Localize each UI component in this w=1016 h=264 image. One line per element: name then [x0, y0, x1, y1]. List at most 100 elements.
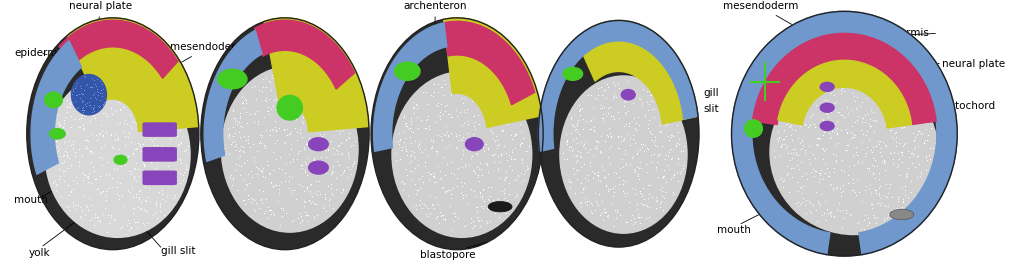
Point — [468, 204, 485, 209]
Point — [850, 190, 867, 195]
Point — [136, 223, 152, 227]
Point — [570, 118, 586, 122]
Point — [235, 144, 251, 149]
Point — [648, 167, 664, 171]
Point — [593, 211, 610, 215]
Point — [246, 120, 262, 124]
Point — [82, 105, 99, 109]
Point — [650, 153, 666, 157]
Point — [611, 115, 627, 120]
Point — [449, 184, 465, 188]
Point — [433, 133, 449, 138]
Point — [73, 98, 89, 102]
Point — [773, 145, 789, 149]
Point — [890, 208, 906, 212]
Point — [670, 157, 686, 162]
Point — [450, 166, 466, 171]
Point — [125, 206, 141, 210]
Point — [178, 167, 194, 171]
Point — [818, 124, 834, 128]
Point — [797, 148, 813, 152]
Point — [464, 136, 481, 140]
Point — [398, 121, 415, 125]
Point — [615, 157, 631, 161]
Point — [474, 144, 491, 149]
Point — [128, 121, 144, 125]
Point — [609, 95, 625, 99]
Point — [260, 171, 276, 175]
Point — [276, 72, 293, 76]
Point — [470, 178, 487, 183]
Point — [308, 101, 324, 105]
Point — [79, 175, 96, 179]
Point — [154, 94, 171, 98]
Point — [63, 163, 79, 167]
Point — [840, 143, 856, 147]
Point — [131, 174, 147, 178]
Point — [220, 132, 237, 136]
Point — [126, 147, 142, 151]
Point — [423, 211, 439, 215]
Point — [466, 140, 483, 144]
Point — [474, 101, 491, 105]
Point — [868, 144, 884, 148]
Point — [314, 134, 330, 138]
Point — [811, 171, 827, 176]
Point — [631, 177, 647, 181]
Point — [572, 113, 588, 117]
Point — [287, 101, 303, 106]
Point — [397, 121, 414, 126]
Point — [415, 180, 431, 184]
Point — [226, 176, 242, 180]
Point — [246, 120, 262, 124]
Point — [299, 185, 315, 189]
Point — [110, 122, 126, 126]
Point — [458, 223, 474, 227]
Point — [564, 123, 580, 127]
Point — [163, 137, 179, 141]
Point — [50, 149, 66, 153]
Point — [115, 84, 131, 89]
Point — [420, 170, 436, 174]
Point — [443, 131, 459, 135]
Point — [148, 160, 165, 164]
Point — [310, 189, 326, 193]
Point — [99, 114, 115, 118]
Point — [123, 226, 139, 230]
Point — [566, 125, 582, 129]
Ellipse shape — [394, 62, 421, 81]
Point — [315, 99, 331, 103]
Point — [271, 88, 288, 92]
Point — [810, 135, 826, 140]
Point — [430, 90, 446, 94]
Point — [240, 172, 256, 176]
Point — [289, 130, 305, 134]
Point — [278, 161, 295, 166]
Point — [635, 142, 651, 147]
Point — [89, 215, 106, 219]
Point — [653, 129, 670, 133]
Point — [49, 182, 65, 186]
Point — [853, 120, 870, 124]
Point — [802, 123, 818, 127]
Point — [497, 96, 513, 100]
Point — [641, 93, 657, 98]
Point — [608, 215, 624, 220]
Point — [641, 102, 657, 106]
Point — [465, 114, 482, 118]
Point — [881, 125, 897, 129]
Point — [426, 173, 442, 178]
Ellipse shape — [201, 18, 369, 250]
Point — [256, 143, 272, 148]
Point — [795, 200, 811, 204]
Point — [470, 218, 487, 222]
Point — [444, 88, 460, 93]
Point — [483, 128, 499, 132]
Point — [809, 142, 825, 146]
Point — [318, 138, 334, 142]
Point — [491, 143, 507, 148]
Point — [639, 147, 655, 151]
Point — [442, 77, 458, 81]
Point — [323, 191, 339, 195]
Point — [238, 98, 254, 102]
